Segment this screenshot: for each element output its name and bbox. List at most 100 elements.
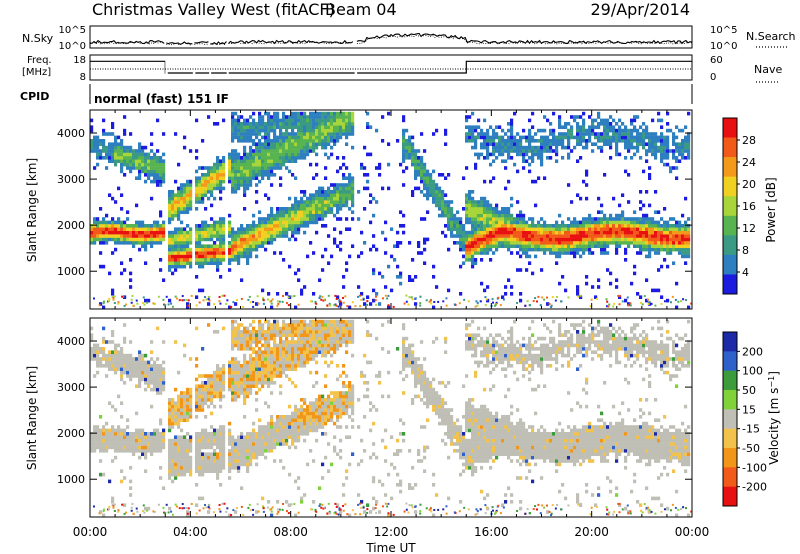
power-cell bbox=[633, 217, 637, 221]
power-cell bbox=[474, 251, 478, 255]
power-cell bbox=[516, 301, 519, 304]
power-cell bbox=[374, 299, 377, 302]
power-cell bbox=[588, 230, 592, 235]
power-cell bbox=[651, 234, 655, 238]
power-cell bbox=[666, 145, 670, 150]
power-cell bbox=[573, 237, 577, 242]
power-cell bbox=[492, 251, 496, 255]
power-cell bbox=[294, 217, 298, 221]
velocity-cell bbox=[207, 438, 211, 443]
power-cell bbox=[198, 200, 202, 204]
velocity-cell bbox=[126, 449, 130, 453]
velocity-cell bbox=[108, 435, 112, 439]
velocity-cell bbox=[174, 445, 178, 450]
power-cell bbox=[618, 118, 622, 123]
power-cell bbox=[474, 258, 478, 262]
power-cell bbox=[156, 118, 160, 123]
power-cell bbox=[132, 237, 136, 242]
power-cell bbox=[660, 132, 664, 136]
velocity-cell bbox=[195, 455, 199, 460]
power-cell bbox=[636, 132, 640, 136]
power-cell bbox=[510, 244, 514, 248]
power-cell bbox=[672, 135, 676, 140]
power-cell bbox=[314, 300, 317, 303]
power-cell bbox=[321, 190, 325, 194]
power-cell bbox=[150, 156, 154, 160]
power-cell bbox=[585, 220, 589, 225]
power-cell bbox=[240, 297, 243, 300]
velocity-cell bbox=[195, 459, 199, 463]
velocity-cell bbox=[201, 347, 205, 351]
power-cell bbox=[258, 162, 262, 167]
power-cell bbox=[113, 295, 116, 298]
power-cell bbox=[174, 230, 178, 235]
power-cell bbox=[573, 254, 577, 259]
power-cell bbox=[510, 227, 514, 231]
power-cell bbox=[408, 156, 412, 160]
power-cell bbox=[167, 303, 170, 306]
velocity-cell bbox=[219, 398, 223, 402]
velocity-cell bbox=[96, 357, 100, 361]
power-cell bbox=[339, 132, 343, 136]
power-cell bbox=[321, 210, 325, 214]
power-cell bbox=[585, 247, 589, 252]
power-cell bbox=[486, 241, 490, 245]
power-cell bbox=[639, 156, 643, 160]
power-cell bbox=[531, 220, 535, 225]
power-cell bbox=[294, 118, 298, 123]
power-cell bbox=[113, 301, 116, 304]
velocity-cell bbox=[198, 452, 202, 456]
velocity-cell bbox=[117, 353, 121, 358]
velocity-cell bbox=[120, 364, 124, 368]
power-cell bbox=[573, 234, 577, 238]
power-cell bbox=[345, 217, 349, 221]
power-cell bbox=[630, 241, 634, 245]
power-cell bbox=[591, 241, 595, 245]
power-cell bbox=[651, 139, 655, 143]
power-cell bbox=[534, 230, 538, 235]
power-cell bbox=[336, 125, 340, 129]
power-cell bbox=[474, 213, 478, 218]
power-cell bbox=[348, 305, 352, 310]
power-cell bbox=[108, 237, 112, 242]
power-cell bbox=[162, 169, 166, 174]
velocity-cell bbox=[195, 404, 199, 409]
power-cell bbox=[318, 118, 322, 123]
power-cell bbox=[525, 244, 529, 248]
power-cell bbox=[420, 159, 424, 163]
power-cell bbox=[495, 132, 499, 136]
power-cell bbox=[207, 176, 211, 180]
power-cell bbox=[294, 111, 298, 116]
power-cell bbox=[264, 162, 268, 167]
power-cell bbox=[675, 145, 679, 150]
power-cell bbox=[228, 254, 232, 259]
power-cell bbox=[672, 247, 676, 252]
power-cell bbox=[345, 132, 349, 136]
power-cell bbox=[210, 227, 214, 231]
power-cell bbox=[504, 217, 508, 221]
power-cell bbox=[477, 227, 481, 231]
power-cell bbox=[312, 220, 316, 225]
velocity-cell bbox=[219, 381, 223, 385]
power-cell bbox=[555, 149, 559, 153]
power-cell bbox=[312, 210, 316, 214]
power-cell bbox=[552, 132, 556, 136]
power-cell bbox=[672, 244, 676, 248]
freq-gap bbox=[209, 56, 212, 79]
power-cell bbox=[319, 295, 322, 298]
power-cell bbox=[486, 220, 490, 225]
power-cell bbox=[138, 227, 142, 231]
power-cell bbox=[159, 210, 163, 214]
velocity-cell bbox=[216, 394, 220, 399]
power-cell bbox=[645, 159, 649, 163]
power-cell bbox=[549, 132, 553, 136]
power-cell bbox=[231, 125, 235, 129]
power-cell bbox=[285, 159, 289, 163]
power-cell bbox=[147, 237, 151, 242]
power-cell bbox=[153, 237, 157, 242]
velocity-cell bbox=[159, 421, 163, 426]
power-cell bbox=[567, 128, 571, 133]
power-cell bbox=[621, 234, 625, 238]
power-cell bbox=[131, 294, 134, 297]
power-cell bbox=[366, 111, 370, 116]
